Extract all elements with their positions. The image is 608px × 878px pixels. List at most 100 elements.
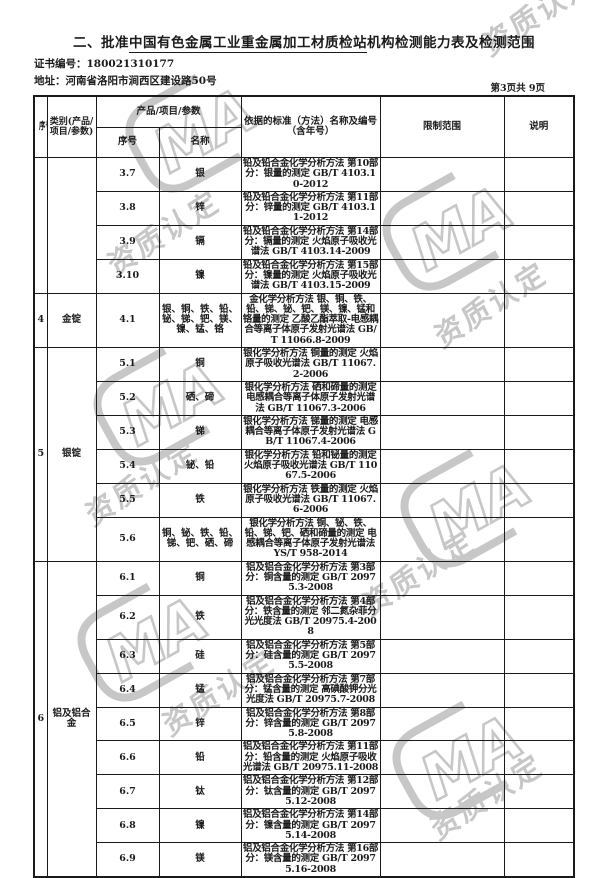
row-no-cell: 6.3 (95, 638, 160, 674)
row-standard-cell: 铅及铅合金化学分析方法 第11部分：锌量的测定 GB/T 4103.11-201… (240, 190, 381, 226)
row-note-cell (503, 157, 575, 192)
table-row: 3.9 镉铅及铅合金化学分析方法 第14部分：镉量的测定 火焰原子吸收光谱法 GB… (34, 224, 575, 260)
row-standard-cell: 铝及铝合金化学分析方法 第14部分：镍含量的测定 GB/T 20975.14-2… (240, 808, 381, 844)
group-seq-cell (33, 157, 48, 294)
table-row: 5.6 铜、铋、铁、铅、锑、钯、硒、碲 银化学分析方法 铜、铋、铁、铅、锑、钯、硒和… (34, 516, 575, 562)
row-limit-cell (379, 740, 505, 776)
row-standard-cell: 金化学分析方法 银、铜、铁、铅、锑、铋、钯、镁、镍、锰和铬量的测定 乙酸乙酯萃取… (240, 292, 381, 349)
row-limit-cell (379, 347, 505, 382)
row-name-cell: 锌 (158, 190, 242, 226)
row-no-cell: 6.8 (95, 808, 160, 844)
row-name-cell: 锑 (158, 414, 242, 450)
row-standard-cell: 银化学分析方法 铜、铋、铁、铅、锑、钯、硒和碲量的测定 电感耦合等离子体原子发射… (240, 516, 381, 562)
row-name-cell: 镉 (158, 224, 242, 260)
row-note-cell (503, 347, 575, 382)
row-standard-cell: 铝及铝合金化学分析方法 第12部分：钛含量的测定 GB/T 20975.12-2… (240, 774, 381, 810)
row-no-cell: 3.8 (95, 190, 160, 226)
table-row: 6.7 钛铝及铝合金化学分析方法 第12部分：钛含量的测定 GB/T 20975.… (34, 774, 575, 810)
row-no-cell: 5.4 (95, 448, 160, 484)
group-seq-cell: 5 (33, 347, 48, 562)
row-standard-cell: 铝及铝合金化学分析方法 第4部分：铁含量的测定 邻二氮杂菲分光光度法 GB/T … (240, 594, 381, 640)
row-name-cell: 镁 (158, 842, 242, 878)
row-note-cell (503, 414, 575, 450)
table-row: 3.8 锌铅及铅合金化学分析方法 第11部分：锌量的测定 GB/T 4103.11… (34, 190, 575, 226)
row-limit-cell (379, 842, 505, 878)
group-category-cell: 金锭 (46, 292, 97, 349)
certificate-number-label: 证书编号： (34, 58, 87, 70)
row-limit-cell (379, 448, 505, 484)
row-name-cell: 铜 (158, 560, 242, 596)
row-limit-cell (379, 380, 505, 416)
row-note-cell (503, 224, 575, 260)
header-limit: 限制范围 (379, 95, 505, 158)
row-note-cell (503, 672, 575, 708)
table-row: 4 金锭 4.1 银、铜、铁、铅、铋、锑、钯、镁、镍、锰、铬 金化学分析方法 银、铜、铁… (33, 292, 575, 349)
group-category-cell: 铝及铝合金 (46, 560, 97, 878)
header-product-name: 名称 (158, 127, 242, 158)
row-standard-cell: 铝及铝合金化学分析方法 第7部分：锰含量的测定 高碘酸钾分光光度法 GB/T 2… (240, 672, 381, 708)
capability-table: 序号 类别(产品/项目/参数) 产品/项目/参数 依据的标准（方法）名称及编号（… (33, 95, 576, 878)
row-no-cell: 5.1 (95, 347, 160, 382)
row-standard-cell: 铅及铅合金化学分析方法 第14部分：镉量的测定 火焰原子吸收光谱法 GB/T 4… (240, 224, 381, 260)
title-prefix: 二、批准 (73, 35, 129, 51)
header-standard: 依据的标准（方法）名称及编号（含年号） (240, 95, 381, 158)
row-no-cell: 4.1 (95, 292, 160, 349)
row-no-cell: 6.7 (95, 774, 160, 810)
group-seq-cell: 4 (33, 292, 48, 349)
row-note-cell (503, 594, 575, 640)
row-note-cell (503, 740, 575, 776)
header-category: 类别(产品/项目/参数) (46, 95, 97, 158)
row-note-cell (503, 774, 575, 810)
row-standard-cell: 铅及铅合金化学分析方法 第10部分：银量的测定 GB/T 4103.10-201… (240, 157, 381, 192)
table-row: 6.9 镁铝及铝合金化学分析方法 第16部分：镁含量的测定 GB/T 20975.… (34, 842, 575, 878)
row-limit-cell (379, 638, 505, 674)
header-product-group: 产品/项目/参数 (95, 95, 242, 128)
row-no-cell: 5.6 (95, 516, 160, 562)
group-category-cell: 银锭 (46, 347, 97, 562)
row-note-cell (503, 448, 575, 484)
row-note-cell (503, 638, 575, 674)
table-row: 3.7 银铅及铅合金化学分析方法 第10部分：银量的测定 GB/T 4103.10… (33, 157, 575, 294)
row-standard-cell: 银化学分析方法 硒和碲量的测定 电感耦合等离子体原子发射光谱法 GB/T 110… (240, 380, 381, 416)
row-no-cell: 3.9 (95, 224, 160, 260)
row-limit-cell (379, 672, 505, 708)
row-standard-cell: 银化学分析方法 铜量的测定 火焰原子吸收光谱法 GB/T 11067.2-200… (240, 347, 381, 382)
row-standard-cell: 铝及铝合金化学分析方法 第8部分：锌含量的测定 GB/T 20975.8-200… (240, 706, 381, 742)
header-product-seq: 序号 (95, 127, 160, 158)
row-note-cell (503, 258, 575, 294)
row-name-cell: 铜 (158, 347, 242, 382)
row-no-cell: 6.5 (95, 706, 160, 742)
header-note: 说明 (503, 95, 575, 158)
row-note-cell (503, 706, 575, 742)
row-no-cell: 3.10 (95, 258, 160, 294)
group-seq-cell: 6 (33, 560, 48, 878)
table-row: 6.4 锰铝及铝合金化学分析方法 第7部分：锰含量的测定 高碘酸钾分光光度法 GB… (34, 672, 575, 708)
table-row: 5.5 铁银化学分析方法 铁量的测定 火焰原子吸收光谱法 GB/T 11067.6… (34, 482, 575, 518)
table-row: 5 银锭 5.1 铜银化学分析方法 铜量的测定 火焰原子吸收光谱法 GB/T 1106… (33, 347, 575, 562)
row-standard-cell: 银化学分析方法 铁量的测定 火焰原子吸收光谱法 GB/T 11067.6-200… (240, 482, 381, 518)
row-note-cell (503, 808, 575, 844)
row-name-cell: 铋、铅 (158, 448, 242, 484)
row-no-cell: 3.7 (95, 157, 160, 192)
row-note-cell (503, 292, 575, 349)
row-name-cell: 锰 (158, 672, 242, 708)
row-note-cell (503, 482, 575, 518)
certificate-number-value: 180021310177 (86, 58, 175, 70)
table-row: 6.5 锌铝及铝合金化学分析方法 第8部分：锌含量的测定 GB/T 20975.8… (34, 706, 575, 742)
row-name-cell: 硒、碲 (158, 380, 242, 416)
page-title: 二、批准中国有色金属工业重金属加工材质检站机构检测能力表及检测范围 (0, 31, 608, 53)
table-row: 6.2 铁铝及铝合金化学分析方法 第4部分：铁含量的测定 邻二氮杂菲分光光度法 G… (34, 594, 575, 640)
row-limit-cell (379, 594, 505, 640)
row-limit-cell (379, 258, 505, 294)
row-limit-cell (379, 482, 505, 518)
row-standard-cell: 银化学分析方法 锑量的测定 电感耦合等离子体原子发射光谱法 GB/T 11067… (240, 414, 381, 450)
row-name-cell: 锌 (158, 706, 242, 742)
row-name-cell: 镍 (158, 258, 242, 294)
row-note-cell (503, 190, 575, 226)
table-row: 6.8 镍铝及铝合金化学分析方法 第14部分：镍含量的测定 GB/T 20975.… (34, 808, 575, 844)
row-no-cell: 6.4 (95, 672, 160, 708)
row-name-cell: 镍 (158, 808, 242, 844)
row-no-cell: 6.1 (95, 560, 160, 596)
row-limit-cell (379, 706, 505, 742)
